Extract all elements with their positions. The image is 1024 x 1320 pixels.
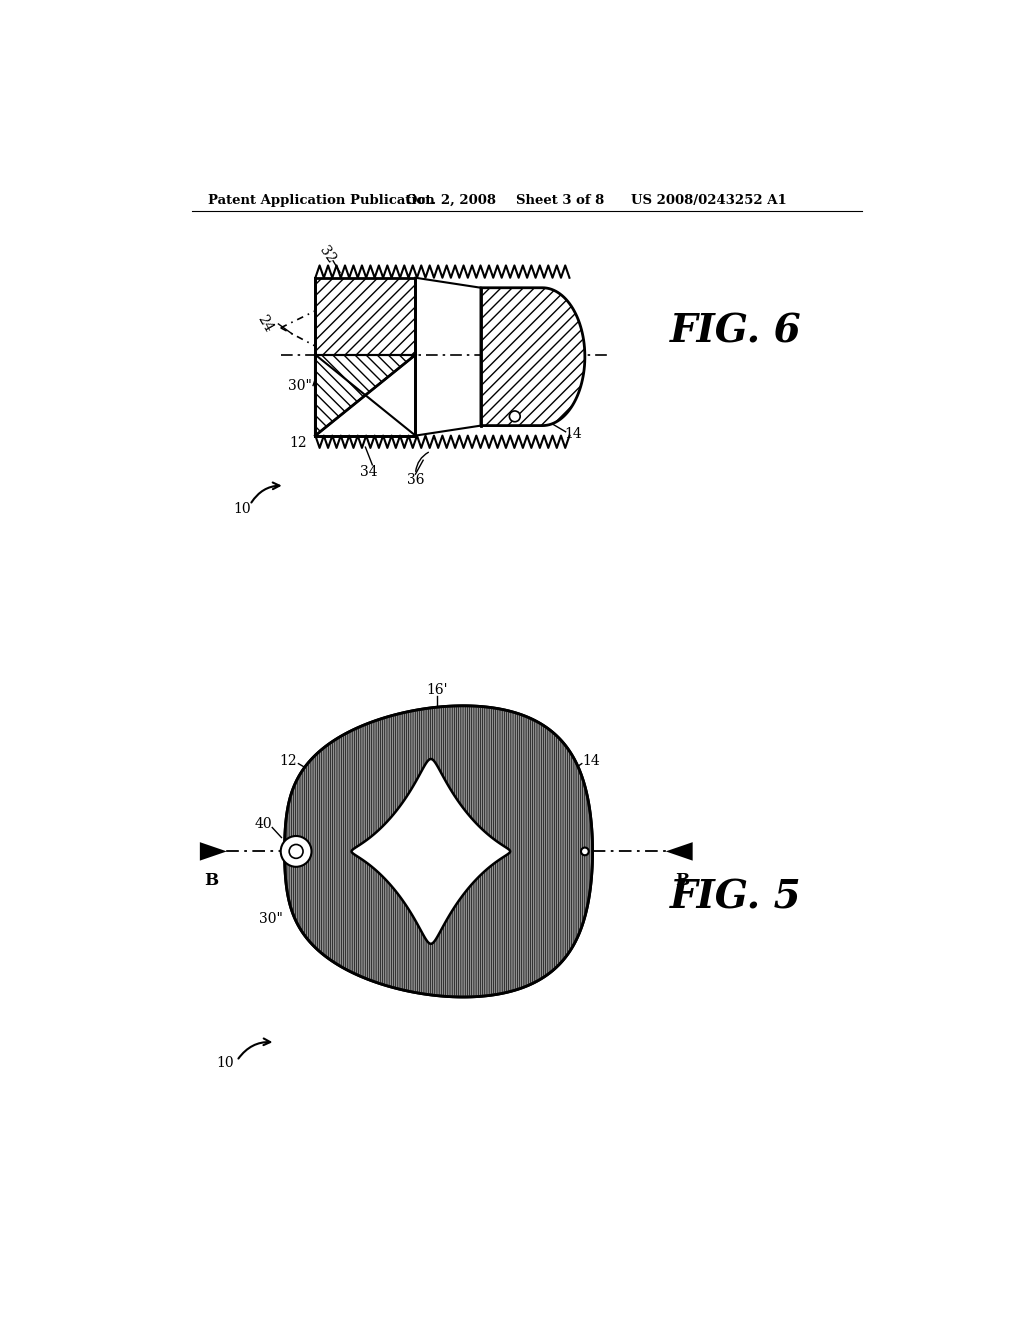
Text: 16: 16 bbox=[411, 977, 428, 991]
Polygon shape bbox=[285, 706, 593, 997]
Text: FIG. 6: FIG. 6 bbox=[670, 313, 801, 351]
Text: 18: 18 bbox=[375, 972, 392, 986]
Text: US 2008/0243252 A1: US 2008/0243252 A1 bbox=[631, 194, 786, 207]
Circle shape bbox=[281, 836, 311, 867]
Text: 10: 10 bbox=[233, 502, 251, 516]
Polygon shape bbox=[481, 288, 585, 425]
Text: 12: 12 bbox=[289, 437, 306, 450]
Text: 32: 32 bbox=[316, 243, 338, 265]
Text: 24: 24 bbox=[255, 313, 275, 335]
Circle shape bbox=[509, 411, 520, 422]
Text: 30": 30" bbox=[259, 912, 283, 927]
Polygon shape bbox=[351, 759, 510, 944]
Polygon shape bbox=[200, 842, 226, 861]
Text: B: B bbox=[205, 873, 218, 890]
Circle shape bbox=[581, 847, 589, 855]
Text: Oct. 2, 2008: Oct. 2, 2008 bbox=[407, 194, 497, 207]
Text: 14: 14 bbox=[583, 754, 600, 767]
Polygon shape bbox=[666, 842, 692, 861]
Text: 12: 12 bbox=[280, 754, 297, 767]
Text: Patent Application Publication: Patent Application Publication bbox=[208, 194, 434, 207]
Text: 30": 30" bbox=[288, 379, 312, 392]
Text: 36: 36 bbox=[407, 474, 424, 487]
Text: B: B bbox=[676, 873, 690, 890]
Text: Sheet 3 of 8: Sheet 3 of 8 bbox=[515, 194, 604, 207]
Text: 16': 16' bbox=[426, 682, 447, 697]
Text: 14: 14 bbox=[564, 428, 583, 441]
Polygon shape bbox=[315, 277, 416, 436]
Text: 22: 22 bbox=[465, 972, 482, 986]
Text: 40: 40 bbox=[254, 817, 271, 832]
Text: FIG. 5: FIG. 5 bbox=[670, 879, 801, 916]
Text: 10: 10 bbox=[216, 1056, 234, 1071]
Text: 34: 34 bbox=[360, 465, 378, 479]
